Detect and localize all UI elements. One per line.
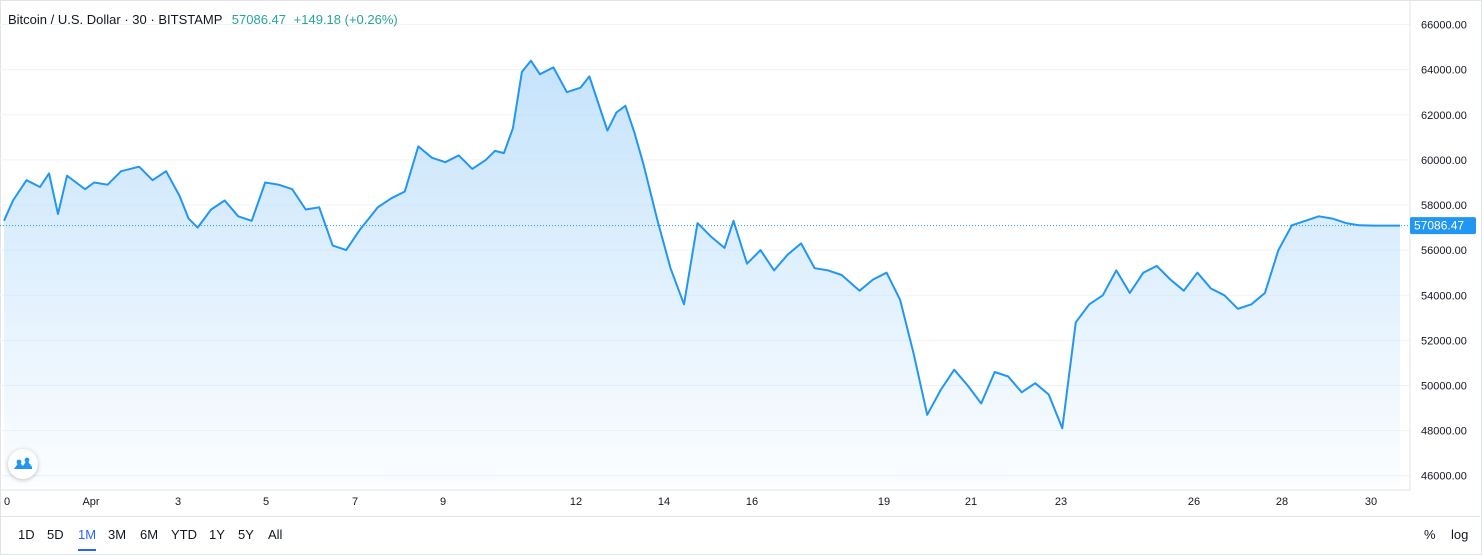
x-tick-label: 23 (1055, 496, 1067, 508)
x-tick-label: 28 (1276, 496, 1288, 508)
y-tick-label: 54000.00 (1421, 290, 1467, 302)
interval-label[interactable]: 30 (132, 12, 147, 27)
price-badge-label: 57086.47 (1414, 219, 1464, 233)
y-tick-label: 52000.00 (1421, 335, 1467, 347)
series-area (4, 60, 1400, 487)
x-tick-label: 9 (440, 496, 446, 508)
range-5y-button[interactable]: 5Y (238, 527, 254, 542)
y-tick-label: 64000.00 (1421, 65, 1467, 77)
range-all-button[interactable]: All (268, 527, 283, 542)
chart-plot[interactable]: 46000.00 48000.00 50000.00 52000.00 54000.00… (0, 0, 1482, 516)
symbol-name[interactable]: Bitcoin / U.S. Dollar (8, 12, 121, 27)
y-tick-label: 50000.00 (1421, 380, 1467, 392)
range-ytd-button[interactable]: YTD (171, 527, 197, 542)
price-change: +149.18 (+0.26%) (293, 12, 398, 27)
y-tick-label: 46000.00 (1421, 471, 1467, 483)
range-1y-button[interactable]: 1Y (209, 527, 225, 542)
y-tick-label: 56000.00 (1421, 245, 1467, 257)
y-tick-label: 66000.00 (1421, 20, 1467, 32)
x-axis[interactable]: 0 Apr 3 5 7 9 12 14 16 19 21 23 26 28 30 (0, 489, 1410, 508)
x-tick-label: 12 (570, 496, 582, 508)
x-tick-label: 30 (1365, 496, 1377, 508)
range-toolbar: 1D 5D 1M 3M 6M YTD 1Y 5Y All % log (0, 516, 1480, 554)
x-tick-label: 7 (352, 496, 358, 508)
x-tick-label: 19 (878, 496, 890, 508)
range-5d-button[interactable]: 5D (47, 527, 64, 542)
last-price: 57086.47 (231, 12, 287, 27)
legend-separator: · (124, 12, 129, 27)
x-tick-label: 0 (4, 496, 10, 508)
tradingview-logo[interactable] (8, 449, 38, 479)
x-tick-label: 16 (746, 496, 758, 508)
y-tick-label: 58000.00 (1421, 200, 1467, 212)
price-badge: 57086.47 (1410, 217, 1476, 235)
logo-icon (14, 457, 32, 469)
range-3m-button[interactable]: 3M (108, 527, 127, 542)
y-tick-label: 60000.00 (1421, 155, 1467, 167)
x-tick-label: Apr (82, 496, 99, 508)
x-tick-label: 3 (175, 496, 181, 508)
percent-scale-toggle[interactable]: % (1424, 527, 1436, 542)
range-1d-button[interactable]: 1D (18, 527, 35, 542)
series-line (3, 59, 1400, 430)
exchange-label: BITSTAMP (158, 12, 223, 27)
x-tick-label: 21 (965, 496, 977, 508)
y-tick-label: 62000.00 (1421, 110, 1467, 122)
y-axis[interactable]: 46000.00 48000.00 50000.00 52000.00 54000.00… (1409, 0, 1467, 490)
range-1m-button[interactable]: 1M (78, 527, 97, 551)
range-6m-button[interactable]: 6M (140, 527, 159, 542)
x-tick-label: 26 (1188, 496, 1200, 508)
log-scale-toggle[interactable]: log (1451, 527, 1469, 542)
x-tick-label: 5 (263, 496, 269, 508)
chart-legend: Bitcoin / U.S. Dollar · 30 · BITSTAMP 57… (8, 12, 398, 27)
y-tick-label: 48000.00 (1421, 426, 1467, 438)
x-tick-label: 14 (658, 496, 670, 508)
legend-separator: · (150, 12, 155, 27)
